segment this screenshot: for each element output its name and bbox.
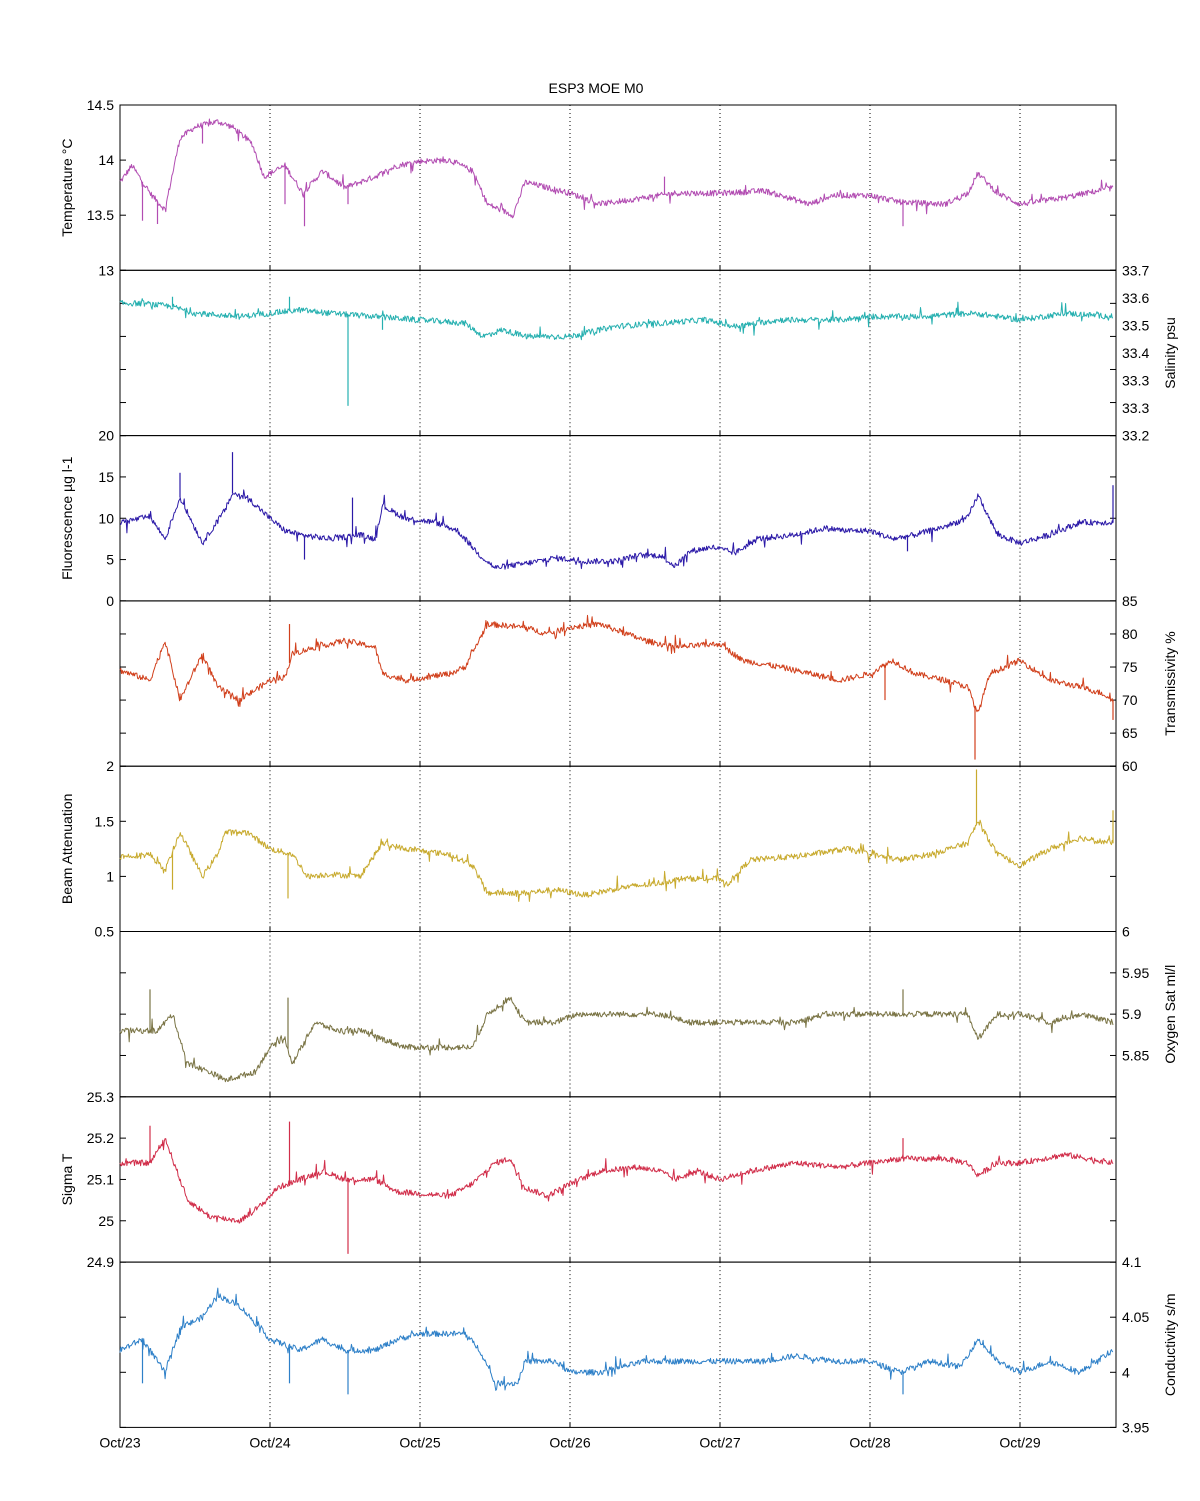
y-tick-label: 14 [98,152,114,168]
x-tick-label: Oct/23 [99,1434,140,1450]
y-tick-label: 33.3 [1122,373,1149,389]
y-tick-label: 4.1 [1122,1254,1142,1270]
y-tick-label: 33.5 [1122,317,1149,333]
y-tick-label: 13.5 [87,207,114,223]
panel-temperature-c: 13 13.5 14 14.5 Temperature °C [59,97,1117,278]
panel-salinity-psu: 33.2 33.3 33.3 33.4 33.5 33.6 33.7 Salinity psu [119,262,1178,444]
y-tick-label: 0 [106,593,114,609]
series-line-salinity-psu [119,298,1114,341]
panel-transmissivity: 60 65 70 75 80 85 Transmissivity % [119,593,1178,774]
y-tick-label: 4.05 [1122,1309,1149,1325]
panel-frame [119,269,1117,437]
panel-frame [119,1261,1117,1428]
y-axis-label: Transmissivity % [1162,631,1178,736]
y-tick-label: 5.9 [1122,1006,1142,1022]
y-tick-label: 24.9 [87,1254,114,1270]
y-axis-label: Oxygen Sat ml/l [1162,965,1178,1064]
series-line-beam-attenuation [119,819,1114,902]
y-tick-label: 80 [1122,626,1138,642]
series-line-oxygen-sat-ml-l [119,996,1114,1083]
y-tick-label: 5 [106,552,114,568]
y-axis-label: Salinity psu [1162,317,1178,389]
panel-frame [119,600,1117,767]
series-line-sigma-t [119,1138,1114,1224]
panel-beam-attenuation: 0.5 1 1.5 2 Beam Attenuation [59,758,1117,940]
y-tick-label: 33.4 [1122,345,1149,361]
y-tick-label: 1.5 [95,813,115,829]
y-axis-label: Conductivity s/m [1162,1293,1178,1396]
y-axis-label: Sigma T [59,1153,75,1205]
y-tick-label: 13 [98,262,114,278]
y-tick-label: 0.5 [95,924,115,940]
y-tick-label: 75 [1122,659,1138,675]
series-line-temperature-c [119,118,1114,219]
panel-oxygen-sat-ml-l: 5.85 5.9 5.95 6 Oxygen Sat ml/l [119,924,1178,1098]
y-tick-label: 33.2 [1122,428,1149,444]
y-tick-label: 25.3 [87,1089,114,1105]
y-tick-label: 3.95 [1122,1419,1149,1435]
chart-title: ESP3 MOE M0 [549,80,644,96]
y-tick-label: 20 [98,428,114,444]
x-tick-label: Oct/28 [849,1434,890,1450]
y-tick-label: 65 [1122,725,1138,741]
y-tick-label: 2 [106,758,114,774]
panel-frame [119,765,1117,933]
y-tick-label: 70 [1122,692,1138,708]
panel-fluorescence-g-l-1: 0 5 10 15 20 Fluorescence µg l-1 [59,428,1117,609]
y-tick-label: 14.5 [87,97,114,113]
panel-frame [119,104,1117,271]
series-line-transmissivity [119,614,1114,713]
series-line-fluorescence-g-l-1 [119,489,1114,570]
x-tick-label: Oct/24 [249,1434,290,1450]
y-tick-label: 33.7 [1122,262,1149,278]
y-tick-label: 25 [98,1213,114,1229]
panel-conductivity-s-m: 3.95 4 4.05 4.1 Conductivity s/m [119,1254,1178,1435]
series-line-conductivity-s-m [119,1287,1114,1391]
y-tick-label: 60 [1122,758,1138,774]
y-axis-label: Fluorescence µg l-1 [59,456,75,579]
panel-sigma-t: 24.9 25 25.1 25.2 25.3 Sigma T [59,1089,1117,1270]
x-tick-label: Oct/25 [399,1434,440,1450]
y-tick-label: 33.3 [1122,400,1149,416]
y-tick-label: 1 [106,868,114,884]
y-tick-label: 15 [98,469,114,485]
y-tick-label: 25.2 [87,1130,114,1146]
y-tick-label: 10 [98,510,114,526]
y-tick-label: 4 [1122,1364,1130,1380]
x-axis: Oct/23 Oct/24 Oct/25 Oct/26 Oct/27 Oct/28 Oct/… [99,1434,1040,1450]
y-tick-label: 85 [1122,593,1138,609]
y-tick-label: 5.85 [1122,1047,1149,1063]
x-tick-label: Oct/27 [699,1434,740,1450]
y-tick-label: 33.6 [1122,290,1149,306]
y-tick-label: 6 [1122,924,1130,940]
y-tick-label: 25.1 [87,1171,114,1187]
y-axis-label: Beam Attenuation [59,794,75,905]
y-axis-label: Temperature °C [59,139,75,237]
x-tick-label: Oct/29 [999,1434,1040,1450]
y-tick-label: 5.95 [1122,965,1149,981]
x-tick-label: Oct/26 [549,1434,590,1450]
panel-frame [119,1096,1117,1263]
